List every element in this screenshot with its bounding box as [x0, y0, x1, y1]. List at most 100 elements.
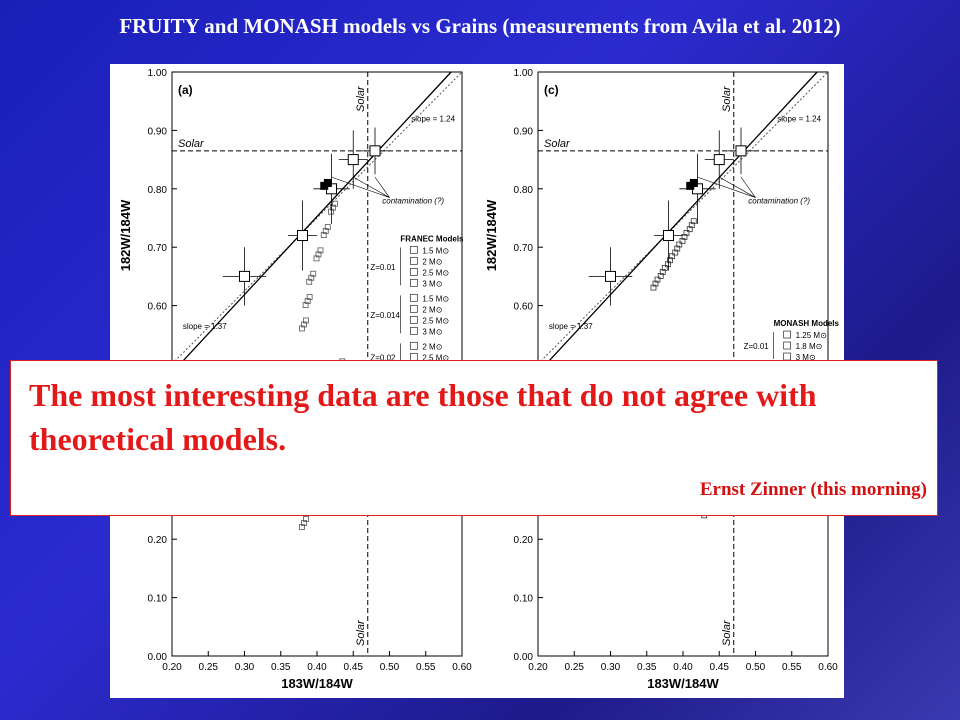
x-tick-label: 0.60 — [452, 662, 472, 673]
model-point — [332, 200, 338, 207]
y-tick-label: 1.00 — [514, 68, 534, 79]
x-tick-label: 0.55 — [782, 662, 802, 673]
quote-box: The most interesting data are those that… — [10, 360, 938, 516]
model-point — [324, 224, 331, 230]
y-tick-label: 0.10 — [148, 594, 168, 605]
x-tick-label: 0.25 — [565, 662, 585, 673]
data-point-ls-lu — [347, 154, 359, 166]
x-axis-label: 183W/184W — [647, 676, 719, 691]
model-legend-group-label: Z=0.02 — [370, 353, 396, 362]
contamination-label: contamination (?) — [382, 196, 444, 205]
slope-line-1-24 — [171, 71, 463, 365]
model-point — [317, 247, 324, 254]
model-legend-group-label: Z=0.01 — [744, 342, 770, 351]
model-legend-item: 2 M⊙ — [422, 305, 442, 314]
x-tick-label: 0.55 — [416, 662, 436, 673]
model-point — [303, 516, 309, 522]
x-tick-label: 0.60 — [818, 662, 838, 673]
quote-attribution: Ernst Zinner (this morning) — [699, 479, 927, 500]
model-point — [676, 241, 683, 248]
slope-line-1-37 — [171, 71, 452, 374]
model-point — [299, 524, 305, 530]
y-tick-label: 0.70 — [514, 243, 534, 254]
x-tick-label: 0.40 — [307, 662, 327, 673]
model-legend-group-label: Z=0.01 — [370, 263, 396, 272]
model-point — [330, 204, 336, 211]
data-point-ls-lu — [713, 154, 725, 166]
model-point — [654, 276, 661, 283]
y-tick-label: 1.00 — [148, 68, 168, 79]
solar-label-vertical: Solar — [355, 85, 367, 112]
model-point — [313, 255, 320, 262]
model-point — [301, 321, 307, 328]
slope-label-1-24: slope = 1.24 — [411, 115, 455, 124]
y-tick-label: 0.80 — [148, 185, 168, 196]
slope-line-1-24 — [537, 71, 829, 365]
model-legend-marker — [409, 341, 418, 350]
data-point-ls-lu — [369, 145, 381, 157]
contamination-arrow — [740, 176, 756, 198]
model-legend-item: 1.5 M⊙ — [422, 246, 449, 255]
y-tick-label: 0.60 — [148, 302, 168, 313]
model-point — [688, 222, 695, 229]
slope-line-1-37 — [537, 71, 818, 374]
model-point — [665, 261, 671, 268]
data-point-ls-lu — [605, 270, 616, 282]
model-legend-marker — [409, 326, 418, 335]
model-legend-item: 2.5 M⊙ — [422, 268, 449, 277]
contamination-arrow — [697, 176, 756, 198]
model-point — [683, 229, 690, 236]
model-legend-marker — [409, 245, 418, 254]
solar-label-vertical: Solar — [721, 85, 733, 112]
model-legend-marker — [783, 330, 792, 339]
model-point — [322, 228, 329, 234]
model-point — [306, 278, 313, 285]
y-tick-label: 0.90 — [148, 126, 168, 137]
data-point-kjb — [323, 178, 332, 187]
y-tick-label: 0.20 — [514, 535, 534, 546]
model-legend-marker — [783, 352, 792, 361]
model-point — [657, 272, 664, 279]
model-legend-item: 2.5 M⊙ — [422, 316, 449, 325]
y-tick-label: 0.60 — [514, 302, 534, 313]
solar-label-vertical-bottom: Solar — [355, 619, 367, 646]
model-point — [308, 274, 315, 281]
solar-label-vertical-bottom: Solar — [721, 619, 733, 646]
y-tick-label: 0.10 — [514, 594, 534, 605]
model-legend-item: 2.5 M⊙ — [422, 353, 449, 362]
model-legend-marker — [783, 341, 792, 350]
model-point — [659, 268, 666, 275]
model-legend-title: FRANEC Models — [400, 234, 464, 243]
model-legend-item: 3 M⊙ — [422, 279, 442, 288]
model-legend-item: 1.8 M⊙ — [796, 342, 823, 351]
slope-label-1-37: slope = 1.37 — [183, 322, 227, 331]
model-legend-marker — [409, 267, 418, 276]
x-tick-label: 0.20 — [162, 662, 182, 673]
model-legend-marker — [409, 304, 418, 313]
model-point — [686, 226, 693, 233]
model-point — [690, 218, 697, 225]
x-axis-label: 183W/184W — [281, 676, 353, 691]
contamination-arrow — [719, 176, 756, 198]
y-axis-label: 182W/184W — [118, 199, 133, 271]
model-point — [674, 245, 681, 252]
model-legend-item: 2 M⊙ — [422, 257, 442, 266]
panel-label: (a) — [178, 83, 193, 97]
model-point — [681, 233, 688, 240]
model-legend-item: 3 M⊙ — [796, 353, 816, 362]
contamination-arrow — [353, 176, 390, 198]
y-tick-label: 0.00 — [514, 652, 534, 663]
data-point-ls-lu — [663, 230, 674, 242]
contamination-arrow — [331, 176, 390, 198]
model-point — [672, 249, 679, 256]
model-point — [328, 208, 334, 215]
model-point — [299, 325, 305, 332]
x-tick-label: 0.50 — [746, 662, 766, 673]
data-point-ls-lu — [297, 230, 308, 242]
model-point — [303, 317, 309, 324]
model-legend-group-label: Z=0.014 — [370, 311, 400, 320]
y-tick-label: 0.90 — [514, 126, 534, 137]
y-tick-label: 0.00 — [148, 652, 168, 663]
x-tick-label: 0.35 — [637, 662, 657, 673]
contamination-label: contamination (?) — [748, 196, 810, 205]
